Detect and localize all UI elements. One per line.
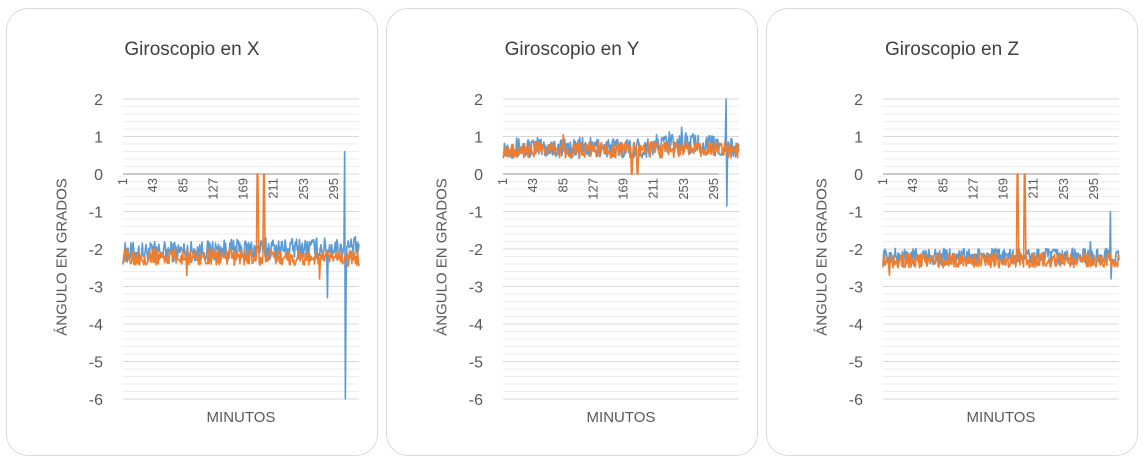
y-tick-label: -2 bbox=[849, 242, 863, 259]
x-tick-label: 43 bbox=[525, 178, 540, 192]
y-tick-label: -1 bbox=[849, 205, 863, 222]
x-tick-label: 253 bbox=[676, 178, 691, 200]
y-tick-label: 2 bbox=[94, 92, 103, 109]
chart-title: Giroscopio en Z bbox=[884, 39, 1020, 60]
x-tick-label: 169 bbox=[996, 178, 1011, 200]
series-line-2 bbox=[122, 173, 360, 280]
x-tick-label: 1 bbox=[115, 178, 130, 185]
series-line-2 bbox=[882, 173, 1120, 277]
y-tick-label: -5 bbox=[89, 355, 103, 372]
x-tick-label: 85 bbox=[555, 178, 570, 192]
y-tick-label: -1 bbox=[89, 205, 103, 222]
chart-panel-x: Giroscopio en X 2 1 0 -1 -2 -3 -4 -5 -6 1 43 85 127 1… bbox=[6, 8, 378, 456]
x-tick-label: 127 bbox=[965, 178, 980, 200]
x-tick-label: 85 bbox=[175, 178, 190, 192]
y-tick-label: 2 bbox=[854, 92, 863, 109]
y-axis-label: ÁNGULO EN GRADOS bbox=[813, 178, 831, 336]
x-tick-label: 85 bbox=[935, 178, 950, 192]
chart-plot-area: 2 1 0 -1 -2 -3 -4 -5 -6 1 43 85 127 169 211 253 295 bbox=[89, 92, 360, 409]
y-tick-label: -3 bbox=[469, 280, 483, 297]
y-tick-label: -2 bbox=[89, 242, 103, 259]
x-tick-label: 253 bbox=[1056, 178, 1071, 200]
x-tick-label: 127 bbox=[585, 178, 600, 200]
x-tick-label: 211 bbox=[646, 178, 661, 199]
x-axis-label: MINUTOS bbox=[966, 409, 1036, 426]
x-axis-label: MINUTOS bbox=[586, 409, 656, 426]
x-tick-label: 127 bbox=[205, 178, 220, 200]
y-tick-label: -2 bbox=[469, 242, 483, 259]
y-tick-label: -6 bbox=[89, 392, 103, 409]
chart-plot-area: 2 1 0 -1 -2 -3 -4 -5 -6 1 43 85 127 169 211 253 295 bbox=[849, 92, 1120, 409]
x-tick-label: 169 bbox=[616, 178, 631, 200]
y-axis-label: ÁNGULO EN GRADOS bbox=[433, 178, 451, 336]
chart-plot-area: 2 1 0 -1 -2 -3 -4 -5 -6 1 43 85 127 169 211 253 295 bbox=[469, 92, 740, 409]
x-axis-label: MINUTOS bbox=[206, 409, 276, 426]
x-tick-label: 1 bbox=[875, 178, 890, 185]
y-tick-label: 2 bbox=[474, 92, 483, 109]
series-line-1 bbox=[882, 210, 1120, 280]
series-line-2 bbox=[502, 133, 740, 175]
x-tick-label: 43 bbox=[145, 178, 160, 192]
x-tick-label: 169 bbox=[236, 178, 251, 200]
y-tick-label: -4 bbox=[849, 317, 863, 334]
x-tick-label: 211 bbox=[266, 178, 281, 199]
y-axis-label: ÁNGULO EN GRADOS bbox=[53, 178, 71, 336]
y-tick-label: -3 bbox=[89, 280, 103, 297]
y-tick-label: -3 bbox=[849, 280, 863, 297]
y-tick-label: 0 bbox=[854, 167, 863, 184]
chart-panel-z: Giroscopio en Z 2 1 0 -1 -2 -3 -4 -5 -6 1 43 85 127 1… bbox=[766, 8, 1138, 456]
chart-title: Giroscopio en Y bbox=[504, 39, 640, 60]
y-tick-label: -6 bbox=[469, 392, 483, 409]
x-tick-label: 295 bbox=[326, 178, 341, 200]
y-tick-label: -4 bbox=[469, 317, 483, 334]
x-tick-label: 211 bbox=[1026, 178, 1041, 199]
y-tick-label: 0 bbox=[94, 167, 103, 184]
y-tick-label: -6 bbox=[849, 392, 863, 409]
y-tick-label: -4 bbox=[89, 317, 103, 334]
x-tick-label: 43 bbox=[905, 178, 920, 192]
y-tick-label: 1 bbox=[854, 130, 863, 147]
y-tick-label: 0 bbox=[474, 167, 483, 184]
chart-title: Giroscopio en X bbox=[124, 39, 260, 60]
y-tick-label: -5 bbox=[469, 355, 483, 372]
x-tick-label: 1 bbox=[495, 178, 510, 185]
x-tick-label: 295 bbox=[1086, 178, 1101, 200]
y-tick-label: 1 bbox=[94, 130, 103, 147]
x-tick-label: 253 bbox=[296, 178, 311, 200]
y-tick-label: -1 bbox=[469, 205, 483, 222]
y-tick-label: -5 bbox=[849, 355, 863, 372]
chart-panel-y: Giroscopio en Y 2 1 0 -1 -2 -3 -4 -5 -6 1 43 85 127 1… bbox=[386, 8, 758, 456]
x-tick-label: 295 bbox=[706, 178, 721, 200]
y-tick-label: 1 bbox=[474, 130, 483, 147]
